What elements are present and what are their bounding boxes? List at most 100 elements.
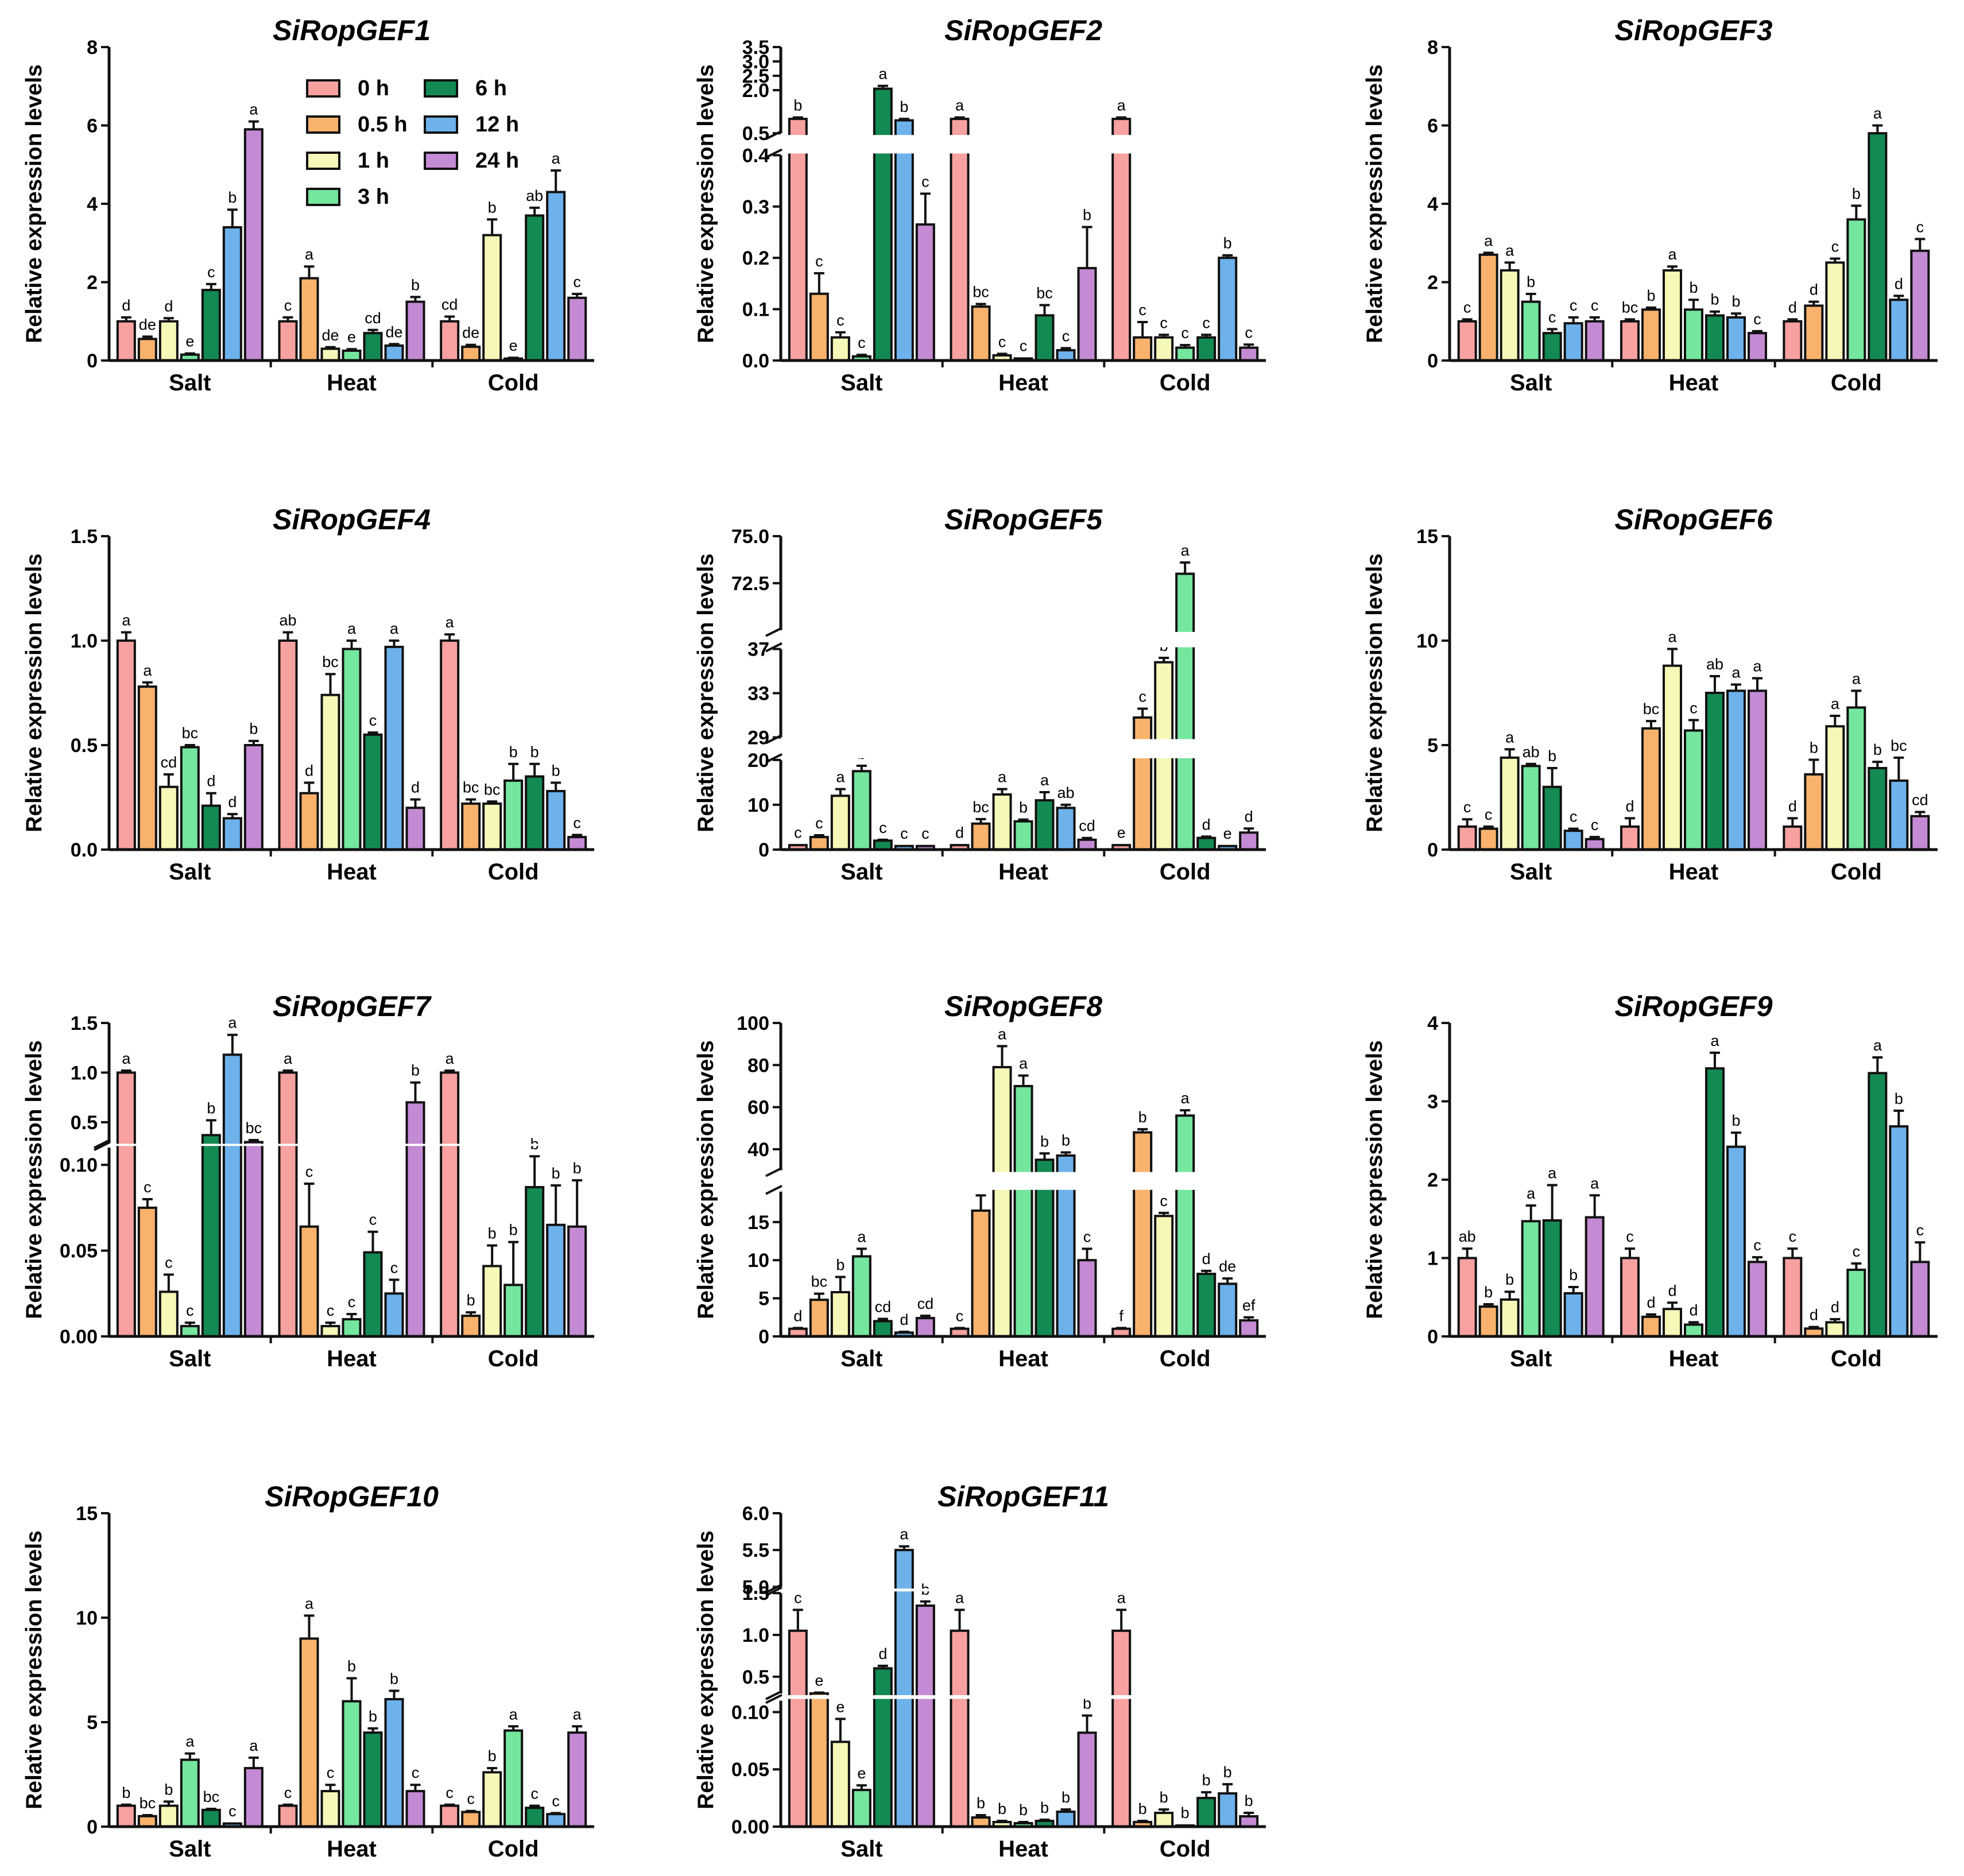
significance-label: c [327,1764,335,1781]
axis-break-mark [765,1586,782,1597]
y-tick-label: 5.5 [742,1540,769,1561]
significance-label: a [878,65,888,83]
x-category-label: Salt [1510,1346,1552,1371]
bar-heat-12h [1056,349,1076,362]
significance-label: bc [973,284,989,301]
bar-salt-0h [788,118,808,362]
significance-label: b [411,276,420,293]
significance-label: b [228,189,237,206]
y-tick-label: 8 [87,37,98,59]
significance-label: a [1873,105,1882,122]
y-tick-label: 1.0 [71,630,98,652]
y-tick-label: 4 [1427,1013,1438,1034]
bar-heat-6h [363,1731,383,1828]
bar-heat-1h [1663,664,1682,851]
x-category-label: Cold [1831,1346,1882,1371]
bar-heat-0h [1620,825,1640,851]
significance-label: b [1202,1772,1211,1789]
bar-heat-1h [320,1790,340,1828]
significance-label: b [1852,185,1861,202]
axis-break-mark [765,642,782,653]
bar-salt-12h [222,817,242,851]
significance-label: c [1570,808,1578,825]
significance-label: c [530,1785,539,1803]
bar-salt-6h [1542,332,1562,362]
bar-heat-6h [1705,1067,1725,1338]
bar-heat-1h [320,1325,340,1338]
bar-heat-6h [1035,799,1055,851]
bar-salt-05h [809,292,829,362]
x-category-label: Heat [998,1346,1048,1371]
bar-salt-05h [809,1692,829,1828]
significance-label: c [815,253,823,270]
bar-salt-0h [1457,1257,1477,1338]
bar-cold-12h [1218,257,1238,362]
y-tick-label: 5 [758,1288,769,1310]
bar-salt-6h [873,87,893,362]
y-tick-label: 1.0 [742,1625,769,1646]
y-axis-label: Relative expression levels [1362,553,1387,832]
bar-salt-6h [873,1320,893,1338]
bar-cold-1h [482,1265,502,1338]
significance-label: bc [463,779,479,796]
bar-salt-24h [243,744,264,851]
significance-label: e [509,337,518,354]
x-category-label: Heat [998,859,1048,885]
significance-label: b [1548,747,1556,765]
y-tick-label: 15 [747,1212,769,1234]
bar-cold-1h [1825,1321,1845,1338]
significance-label: c [412,1764,420,1781]
bar-cold-12h [1889,299,1909,362]
bar-heat-12h [1726,1145,1746,1338]
significance-label: b [1895,1090,1903,1107]
x-category-label: Heat [327,859,377,885]
bar-salt-0h [1457,825,1477,851]
bar-cold-1h [1154,1215,1174,1338]
chart-title: SiRopGEF1 [273,14,431,46]
bar-cold-24h [567,836,587,851]
bar-cold-24h [1239,831,1259,851]
bar-cold-24h [1910,815,1930,851]
bar-salt-24h [1585,320,1605,362]
x-category-label: Salt [840,1836,882,1862]
significance-label: c [284,297,292,314]
significance-label: a [1527,1185,1536,1202]
significance-label: ab [279,611,296,629]
significance-label: b [347,1658,356,1675]
bar-cold-3h [1846,218,1866,362]
bar-salt-0h [116,1804,136,1828]
significance-label: d [207,773,215,790]
significance-label: a [249,101,258,118]
legend-swatch [424,115,458,134]
bar-salt-1h [830,1741,850,1828]
legend: 0 h 0.5 h 1 h 3 h 6 h 12 h 24 h [306,76,519,209]
y-tick-label: 0.5 [71,735,98,757]
y-tick-label: 10 [76,1607,98,1629]
y-tick-label: 1.0 [71,1062,98,1084]
significance-label: b [1689,279,1698,296]
significance-label: c [1202,314,1210,331]
bar-salt-12h [894,1549,914,1828]
bar-heat-24h [1077,838,1097,851]
chart-title: SiRopGEF3 [1614,14,1772,46]
bar-salt-6h [1542,785,1562,851]
significance-label: d [1788,299,1797,316]
significance-label: a [390,620,399,637]
significance-label: b [1181,1804,1190,1821]
significance-label: e [1117,824,1126,841]
significance-label: bc [182,724,199,742]
significance-label: c [144,1179,152,1196]
significance-label: c [1463,299,1471,316]
bar-cold-3h [1175,346,1195,362]
significance-label: c [207,263,215,281]
significance-label: a [305,246,314,263]
bar-heat-1h [320,693,340,851]
bar-cold-0h [440,1804,460,1828]
significance-label: a [249,1737,258,1754]
significance-label: b [207,1099,215,1117]
significance-label: c [369,1211,377,1228]
x-category-label: Salt [169,370,211,396]
bar-heat-3h [1013,1084,1033,1338]
y-tick-label: 10 [747,1250,769,1272]
